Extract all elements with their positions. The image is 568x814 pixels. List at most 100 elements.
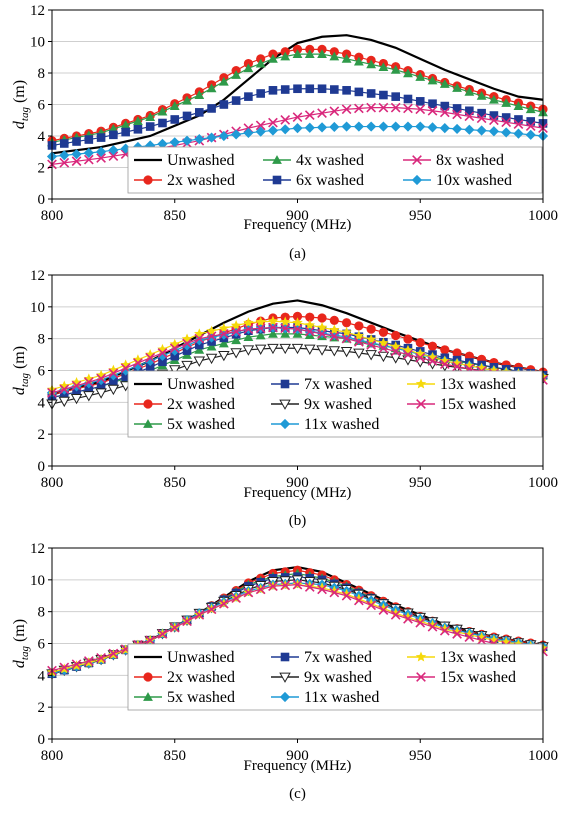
data-point (230, 320, 242, 330)
data-point (476, 125, 487, 136)
data-point (280, 51, 291, 61)
data-point (354, 595, 364, 606)
data-point (329, 331, 340, 342)
data-point (145, 363, 155, 372)
data-point (390, 346, 401, 357)
data-point (83, 147, 94, 159)
data-point (378, 102, 389, 113)
y-tick-label: 12 (30, 268, 45, 284)
data-point (292, 579, 303, 590)
data-point (168, 365, 181, 376)
data-point (391, 330, 401, 341)
data-point (59, 150, 70, 161)
data-point (59, 139, 69, 148)
data-point (181, 360, 193, 372)
legend-marker (143, 399, 153, 409)
data-point (304, 344, 316, 355)
y-tick-label: 0 (38, 732, 46, 748)
data-point (439, 79, 450, 88)
data-point (501, 127, 512, 138)
legend-label: 9x washed (304, 669, 372, 686)
data-point (488, 126, 499, 137)
y-tick-label: 10 (30, 300, 45, 316)
data-point (354, 336, 364, 347)
data-point (476, 635, 487, 646)
data-point (108, 145, 119, 156)
legend-entry: 13x washed (407, 649, 516, 666)
legend: Unwashed 2x washed 4x washed 6x washed 8x wa… (127, 146, 543, 194)
legend-entry: 11x washed (271, 689, 379, 706)
legend-marker (415, 651, 427, 662)
data-point (391, 92, 400, 101)
legend-entry: 15x washed (407, 396, 516, 413)
data-point (292, 49, 303, 58)
data-point (157, 348, 168, 358)
data-point (379, 90, 388, 100)
data-point (415, 617, 426, 628)
data-point (317, 49, 327, 58)
legend-label: Unwashed (167, 649, 235, 666)
data-point (256, 89, 265, 98)
data-point (255, 584, 266, 595)
data-point (428, 99, 437, 109)
legend-label: 5x washed (167, 416, 235, 433)
data-point (452, 83, 462, 92)
legend-marker (415, 378, 427, 389)
data-point (182, 616, 192, 627)
data-point (280, 85, 290, 94)
data-point (439, 107, 450, 118)
data-point (95, 388, 107, 399)
x-tick-label: 1000 (528, 475, 558, 491)
data-point (206, 331, 217, 342)
data-point (464, 124, 475, 135)
data-point (169, 343, 180, 354)
data-point (452, 361, 462, 372)
data-point (378, 605, 389, 615)
data-point (133, 116, 143, 125)
data-point (243, 127, 254, 138)
legend-marker (280, 379, 290, 389)
legend: Unwashed 2x washed 5x washed 7x washed 9x wa… (127, 643, 543, 711)
legend-entry: 5x washed (134, 416, 235, 433)
data-point (415, 121, 426, 132)
legend-entry: 6x washed (263, 172, 364, 189)
legend-label: 11x washed (304, 416, 379, 433)
data-point (316, 122, 328, 133)
data-point (205, 353, 218, 365)
data-point (378, 121, 389, 132)
data-point (353, 121, 364, 132)
x-tick-label: 800 (41, 208, 64, 224)
data-point (477, 108, 486, 118)
data-point (415, 338, 425, 348)
data-point (255, 58, 266, 68)
data-point (452, 629, 462, 639)
data-point (206, 341, 217, 351)
data-point (525, 129, 536, 140)
data-point (366, 59, 377, 69)
data-point (169, 137, 180, 148)
data-point (378, 62, 389, 71)
legend-entry: 7x washed (271, 649, 372, 666)
data-point (279, 343, 291, 355)
legend-label: Unwashed (167, 152, 235, 169)
legend-entry: 7x washed (271, 376, 372, 393)
data-point (341, 53, 352, 63)
data-point (109, 377, 118, 386)
data-point (390, 64, 401, 74)
data-point (206, 332, 217, 343)
y-tick-label: 4 (38, 129, 46, 145)
data-point (366, 337, 377, 348)
data-point (291, 343, 304, 355)
data-point (84, 384, 94, 394)
data-point (329, 51, 340, 61)
data-point (145, 122, 155, 131)
y-tick-label: 12 (30, 541, 45, 557)
data-point (170, 351, 180, 361)
data-point (242, 345, 255, 356)
data-point (304, 326, 315, 337)
data-point (218, 350, 230, 362)
y-tick-label: 2 (38, 161, 46, 177)
data-point (255, 120, 266, 131)
data-point (218, 329, 229, 339)
data-point (58, 396, 71, 408)
